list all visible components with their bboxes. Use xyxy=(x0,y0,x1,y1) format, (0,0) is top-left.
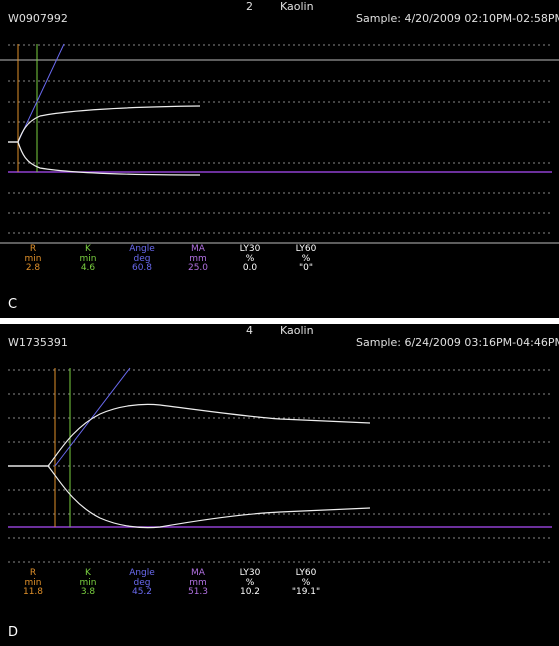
param-ly60: LY60% "19.1" xyxy=(291,568,321,597)
param-ma: MA mm 25.0 xyxy=(187,244,209,273)
param-angle: Angle deg 60.8 xyxy=(129,244,155,273)
param-ly60: LY60% "0" xyxy=(295,244,317,273)
panel-separator xyxy=(0,318,559,324)
trace-lower xyxy=(8,141,201,176)
teg-panel-c: W0907992 2 Kaolin Sample: 4/20/2009 02:1… xyxy=(0,0,559,318)
param-angle: Angle deg 45.2 xyxy=(129,568,155,597)
channel-number: 2 xyxy=(246,0,253,13)
trace-lower xyxy=(8,465,371,529)
sample-time: Sample: 4/20/2009 02:10PM-02:58PM xyxy=(356,12,559,25)
param-ly30: LY30% 10.2 xyxy=(239,568,261,597)
grid-lines xyxy=(8,369,552,563)
angle-tangent-line xyxy=(17,43,65,143)
panel-label: D xyxy=(8,625,19,640)
sample-time: Sample: 6/24/2009 03:16PM-04:46PM xyxy=(356,336,559,349)
sample-id: W0907992 xyxy=(8,12,68,25)
grid-lines xyxy=(8,44,552,234)
channel-number: 4 xyxy=(246,324,253,337)
angle-tangent-line xyxy=(54,367,131,467)
sample-id: W1735391 xyxy=(8,336,68,349)
panel-label: C xyxy=(8,297,18,312)
reagent-name: Kaolin xyxy=(280,0,314,13)
reagent-name: Kaolin xyxy=(280,324,314,337)
tracing-area xyxy=(0,43,559,244)
trace-upper xyxy=(8,105,201,143)
param-ly30: LY30% 0.0 xyxy=(239,244,261,273)
param-ma: MA mm 51.3 xyxy=(187,568,209,597)
trace-upper xyxy=(8,403,371,467)
teg-panel-d: W1735391 4 Kaolin Sample: 6/24/2009 03:1… xyxy=(0,324,559,646)
tracing-area xyxy=(8,367,552,563)
